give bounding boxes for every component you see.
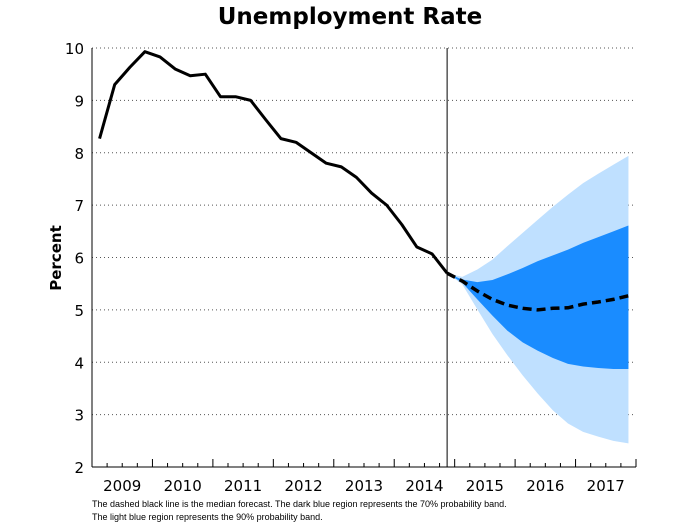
x-tick-label: 2017 <box>587 477 625 495</box>
x-tick-label: 2011 <box>224 477 262 495</box>
footnote-line-1: The dashed black line is the median fore… <box>92 499 507 509</box>
y-tick-label: 3 <box>74 407 84 425</box>
y-tick-label: 2 <box>74 459 84 477</box>
chart-title: Unemployment Rate <box>217 4 483 30</box>
y-tick-label: 6 <box>74 250 84 268</box>
y-tick-label: 7 <box>74 197 84 215</box>
y-tick-label: 5 <box>74 302 84 320</box>
x-tick-label: 2014 <box>405 477 443 495</box>
y-tick-label: 10 <box>65 40 84 58</box>
x-tick-label: 2009 <box>103 477 141 495</box>
x-tick-label: 2012 <box>284 477 322 495</box>
footnote-line-2: The light blue region represents the 90%… <box>92 512 323 522</box>
band-70 <box>447 225 629 370</box>
x-tick-label: 2015 <box>466 477 504 495</box>
x-tick-label: 2010 <box>164 477 202 495</box>
history-line <box>98 50 449 275</box>
median-forecast-line <box>446 271 629 312</box>
x-tick-label: 2013 <box>345 477 383 495</box>
y-tick-label: 4 <box>74 354 84 372</box>
y-tick-label: 8 <box>74 145 84 163</box>
y-tick-label: 9 <box>74 92 84 110</box>
x-tick-label: 2016 <box>526 477 564 495</box>
